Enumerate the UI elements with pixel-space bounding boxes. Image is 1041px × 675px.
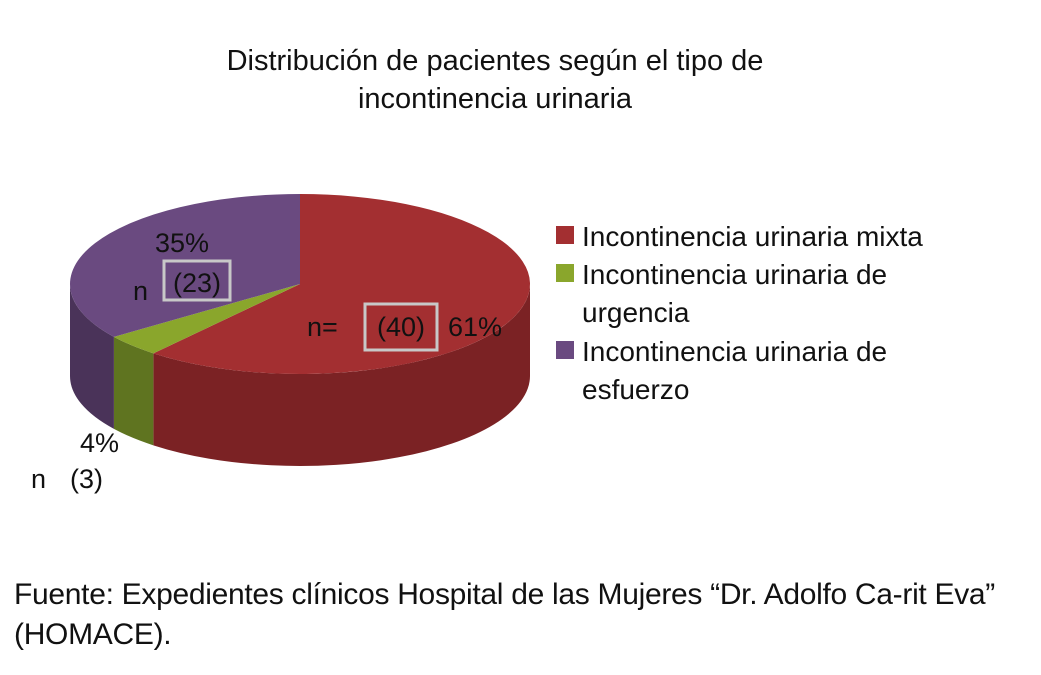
slice-percent-label-mixta: 61% [448,312,502,342]
legend-label-mixta: Incontinencia urinaria mixta [582,221,923,252]
slice-n-label-urgencia: (3) [70,464,103,494]
source-note: Fuente: Expedientes clínicos Hospital de… [14,578,995,651]
legend-label-esfuerzo-line-2: esfuerzo [582,374,689,405]
chart-title-line-1: Distribución de pacientes según el tipo … [227,45,764,77]
slice-n-label-esfuerzo: (23) [173,268,221,298]
slice-n-prefix-mixta: n= [307,312,338,342]
legend-label-urgencia-line-2: urgencia [582,297,690,328]
chart-title: Distribución de pacientes según el tipo … [227,45,764,115]
slice-n-label-mixta: (40) [377,312,425,342]
legend-swatch-esfuerzo [556,341,574,359]
legend-label-esfuerzo-line-1: Incontinencia urinaria de [582,336,887,367]
pie-slice-urgencia [113,284,301,354]
pie-side-walls [70,284,530,467]
slice-labels: n= (40) 61% 35% n (23) 4% n (3) [31,228,502,494]
slice-percent-label-urgencia: 4% [80,428,119,458]
pie-slice-esfuerzo [70,194,301,337]
pie-side-urgencia [113,336,154,446]
slice-percent-label-esfuerzo: 35% [155,228,209,258]
legend-label-urgencia-line-1: Incontinencia urinaria de [582,259,887,290]
pie-side-mixta [153,284,530,467]
pie-side-esfuerzo [70,284,114,429]
slice-n-prefix-urgencia: n [31,464,46,494]
legend-swatch-mixta [556,226,574,244]
slice-n-box-mixta [363,302,439,352]
legend: Incontinencia urinaria mixta Incontinenc… [556,221,923,405]
chart-title-line-2: incontinencia urinaria [358,83,633,115]
slice-n-box-esfuerzo [162,259,232,302]
slice-n-prefix-esfuerzo: n [133,276,148,306]
legend-swatch-urgencia [556,264,574,282]
